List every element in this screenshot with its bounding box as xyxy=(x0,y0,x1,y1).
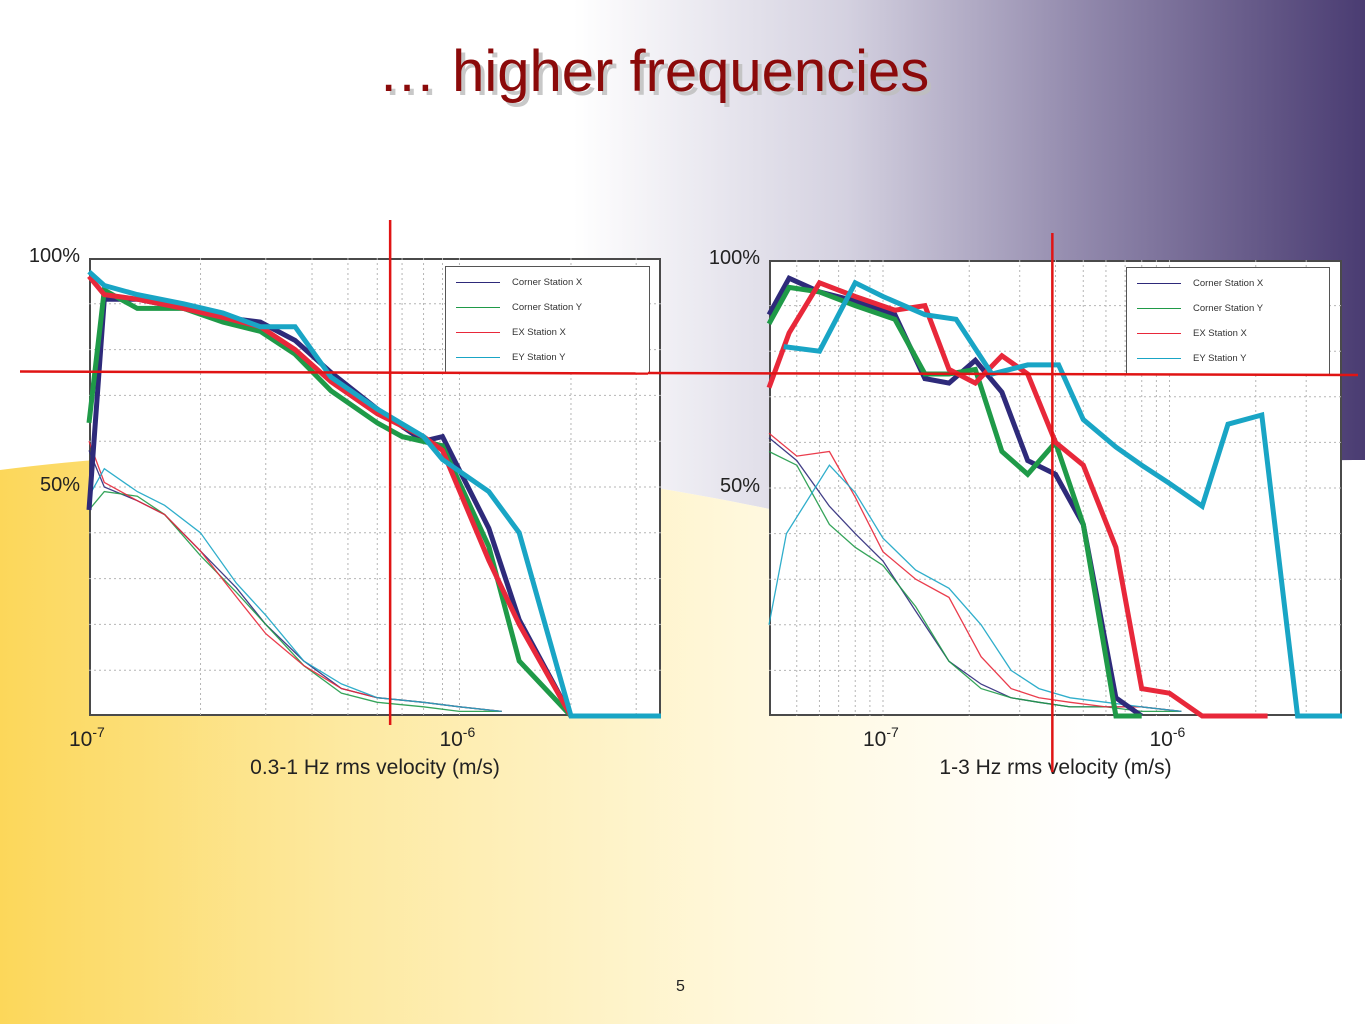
legend-swatch xyxy=(1137,357,1181,359)
series-line-ey_y-thick xyxy=(87,269,661,719)
legend-item: Corner Station X xyxy=(1137,278,1263,290)
legend-swatch xyxy=(456,331,500,333)
tick-exponent: -6 xyxy=(1172,724,1186,740)
series-line-ex_x-thin xyxy=(768,432,1182,713)
legend-item: EY Station Y xyxy=(1137,353,1247,365)
series-line-corner_y-thin xyxy=(88,490,502,713)
legend-label: Corner Station X xyxy=(1193,278,1264,289)
legend-item: EX Station X xyxy=(1137,328,1247,340)
series-line-corner_y-thick xyxy=(766,284,1142,719)
series-line-ex_x-thick xyxy=(766,279,1268,719)
legend-item: Corner Station Y xyxy=(456,302,582,314)
legend-label: Corner Station Y xyxy=(512,302,583,313)
series-line-corner_y-thin xyxy=(768,450,1182,713)
tick-base: 10 xyxy=(439,728,463,751)
y-tick-label: 50% xyxy=(39,474,80,496)
slide-title: … higher frequencies xyxy=(378,39,930,104)
legend-label: Corner Station Y xyxy=(1193,303,1264,314)
y-tick-label: 50% xyxy=(719,475,760,497)
series-line-ey_y-thin xyxy=(88,467,502,713)
x-tick-label: 10-6 xyxy=(1150,724,1186,752)
legend-label: EY Station Y xyxy=(1193,353,1247,364)
legend-swatch xyxy=(1137,332,1181,334)
legend-item: EY Station Y xyxy=(456,352,566,364)
tick-base: 10 xyxy=(863,728,887,751)
legend-item: Corner Station X xyxy=(456,277,582,289)
legend-label: EX Station X xyxy=(1193,328,1247,339)
y-tick-label: 100% xyxy=(708,247,760,269)
legend-item: EX Station X xyxy=(456,327,566,339)
legend-swatch xyxy=(456,306,500,308)
legend-label: EX Station X xyxy=(512,327,566,338)
right-legend: Corner Station X Corner Station Y EX Stati… xyxy=(1126,267,1330,375)
series-line-ey_y-thick xyxy=(783,279,1342,719)
series-line-ey_y-thin xyxy=(768,464,1182,713)
legend-label: EY Station Y xyxy=(512,352,566,363)
legend-swatch xyxy=(1137,282,1181,284)
series-line-ex_x-thick xyxy=(87,274,661,719)
legend-label: Corner Station X xyxy=(512,277,583,288)
tick-base: 10 xyxy=(69,728,93,751)
legend-swatch xyxy=(1137,307,1181,309)
x-tick-label: 10-7 xyxy=(863,724,899,752)
tick-exponent: -6 xyxy=(462,724,476,740)
tick-exponent: -7 xyxy=(886,724,899,740)
legend-swatch xyxy=(456,356,500,358)
x-axis-label: 0.3-1 Hz rms velocity (m/s) xyxy=(250,756,500,779)
left-legend: Corner Station X Corner Station Y EX Stati… xyxy=(445,266,650,374)
legend-item: Corner Station Y xyxy=(1137,303,1263,315)
legend-swatch xyxy=(456,281,500,283)
y-tick-label: 100% xyxy=(28,245,80,267)
x-tick-label: 10-7 xyxy=(69,724,105,752)
page-number: 5 xyxy=(676,978,685,995)
tick-exponent: -7 xyxy=(92,724,105,740)
x-axis-label: 1-3 Hz rms velocity (m/s) xyxy=(939,756,1172,779)
x-tick-label: 10-6 xyxy=(439,724,475,752)
series-line-corner_y-thick xyxy=(86,286,661,719)
tick-base: 10 xyxy=(1149,728,1173,751)
